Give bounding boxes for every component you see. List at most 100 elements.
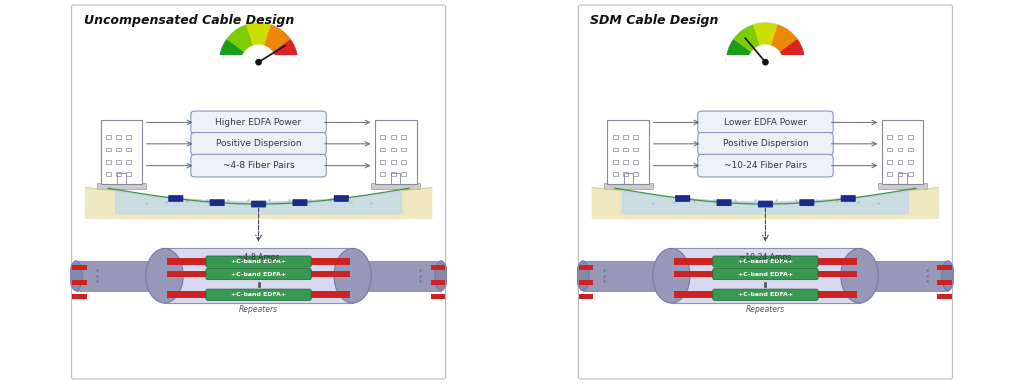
Bar xyxy=(168,271,349,277)
Bar xyxy=(375,121,417,184)
Bar xyxy=(888,135,892,139)
Bar xyxy=(583,261,672,291)
Ellipse shape xyxy=(435,261,447,291)
Bar xyxy=(116,160,121,164)
Bar xyxy=(100,121,142,184)
Text: Positive Dispersion: Positive Dispersion xyxy=(216,139,301,148)
Wedge shape xyxy=(264,25,291,52)
Wedge shape xyxy=(219,23,298,62)
Bar xyxy=(623,135,628,139)
Bar xyxy=(116,147,121,151)
Bar xyxy=(897,147,902,151)
Bar xyxy=(612,160,617,164)
Ellipse shape xyxy=(577,261,589,291)
FancyBboxPatch shape xyxy=(800,199,814,206)
Bar xyxy=(937,265,951,270)
FancyBboxPatch shape xyxy=(334,195,349,202)
Bar xyxy=(675,258,856,265)
Bar xyxy=(675,271,856,277)
Ellipse shape xyxy=(334,248,372,303)
Bar xyxy=(580,280,594,285)
Bar xyxy=(907,147,912,151)
Bar xyxy=(105,172,111,176)
Bar xyxy=(937,294,951,299)
Bar xyxy=(726,55,805,64)
Wedge shape xyxy=(219,39,244,62)
Bar xyxy=(907,172,912,176)
Wedge shape xyxy=(780,39,805,62)
FancyBboxPatch shape xyxy=(190,132,327,155)
Wedge shape xyxy=(726,39,751,62)
Wedge shape xyxy=(226,25,253,52)
Bar xyxy=(580,294,594,299)
Bar xyxy=(907,135,912,139)
Text: ~10-24 Fiber Pairs: ~10-24 Fiber Pairs xyxy=(724,161,807,170)
Bar xyxy=(105,147,111,151)
FancyBboxPatch shape xyxy=(713,256,818,267)
Bar xyxy=(888,172,892,176)
Circle shape xyxy=(763,60,768,65)
Text: SDM Cable Design: SDM Cable Design xyxy=(591,14,719,27)
Bar xyxy=(381,172,385,176)
Bar xyxy=(672,249,859,303)
Circle shape xyxy=(256,60,261,65)
Bar xyxy=(219,55,298,64)
Bar xyxy=(907,160,912,164)
Bar xyxy=(400,135,406,139)
Wedge shape xyxy=(754,23,777,45)
FancyBboxPatch shape xyxy=(168,195,183,202)
Bar xyxy=(390,147,395,151)
FancyBboxPatch shape xyxy=(210,199,224,206)
FancyBboxPatch shape xyxy=(717,199,731,206)
Wedge shape xyxy=(247,23,270,45)
Bar xyxy=(623,160,628,164)
Text: Positive Dispersion: Positive Dispersion xyxy=(723,139,808,148)
FancyBboxPatch shape xyxy=(190,111,327,134)
FancyBboxPatch shape xyxy=(675,195,690,202)
Polygon shape xyxy=(623,190,908,214)
Text: ~10-24 Amps: ~10-24 Amps xyxy=(739,253,792,262)
Bar xyxy=(126,172,131,176)
Bar xyxy=(633,135,638,139)
Bar xyxy=(623,147,628,151)
Bar xyxy=(633,160,638,164)
Bar xyxy=(888,160,892,164)
Bar xyxy=(937,280,951,285)
Bar xyxy=(390,160,395,164)
Wedge shape xyxy=(733,25,760,52)
Text: +C-band EDFA+: +C-band EDFA+ xyxy=(738,271,793,276)
FancyBboxPatch shape xyxy=(206,256,311,267)
Text: +C-band EDFA+: +C-band EDFA+ xyxy=(231,259,286,264)
Text: Uncompensated Cable Design: Uncompensated Cable Design xyxy=(84,14,294,27)
Bar xyxy=(430,265,444,270)
Bar xyxy=(126,160,131,164)
FancyBboxPatch shape xyxy=(697,132,834,155)
Bar xyxy=(633,172,638,176)
Bar xyxy=(612,135,617,139)
Bar xyxy=(675,291,856,298)
Bar xyxy=(897,135,902,139)
Bar xyxy=(76,261,165,291)
FancyBboxPatch shape xyxy=(713,268,818,280)
Bar xyxy=(165,249,352,303)
Ellipse shape xyxy=(70,261,82,291)
Ellipse shape xyxy=(942,261,954,291)
Text: +C-band EDFA+: +C-band EDFA+ xyxy=(231,271,286,276)
Bar xyxy=(612,147,617,151)
Ellipse shape xyxy=(841,248,879,303)
Bar xyxy=(400,147,406,151)
Bar xyxy=(879,183,928,189)
Text: ~4-8 Amps: ~4-8 Amps xyxy=(238,253,280,262)
Bar xyxy=(580,265,594,270)
Polygon shape xyxy=(592,187,939,218)
Bar xyxy=(633,147,638,151)
Wedge shape xyxy=(771,25,798,52)
Text: +C-band EDFA+: +C-band EDFA+ xyxy=(231,292,286,297)
Wedge shape xyxy=(273,39,298,62)
Bar xyxy=(859,261,948,291)
Wedge shape xyxy=(726,23,805,62)
FancyBboxPatch shape xyxy=(758,201,773,207)
Bar xyxy=(603,183,652,189)
Bar xyxy=(612,172,617,176)
Bar xyxy=(391,173,400,184)
